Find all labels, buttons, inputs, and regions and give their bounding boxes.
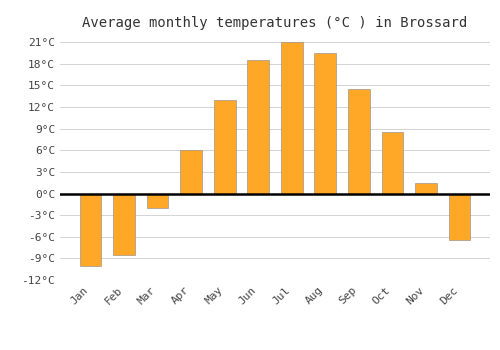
- Bar: [113, 194, 135, 255]
- Bar: [448, 194, 470, 240]
- Bar: [214, 100, 236, 194]
- Bar: [415, 183, 437, 194]
- Bar: [314, 53, 336, 194]
- Bar: [348, 89, 370, 194]
- Bar: [180, 150, 202, 194]
- Bar: [146, 194, 169, 208]
- Bar: [382, 132, 404, 194]
- Bar: [248, 60, 269, 194]
- Bar: [281, 42, 302, 194]
- Bar: [80, 194, 102, 266]
- Title: Average monthly temperatures (°C ) in Brossard: Average monthly temperatures (°C ) in Br…: [82, 16, 468, 30]
